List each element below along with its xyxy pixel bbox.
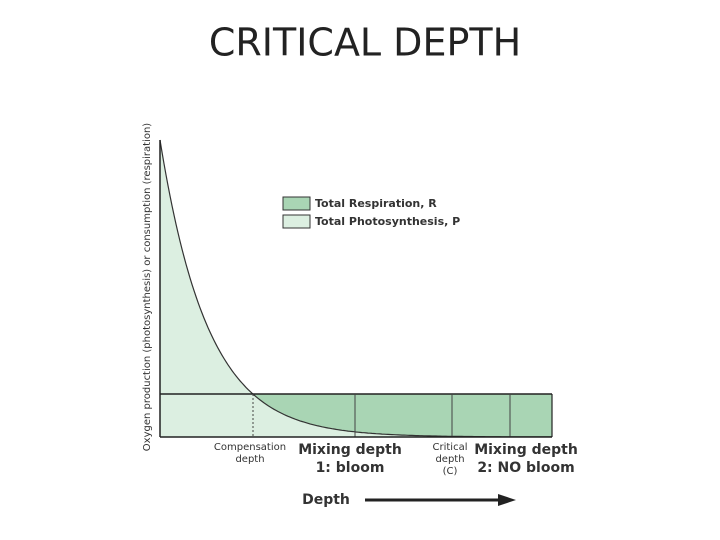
label: Critical bbox=[433, 442, 468, 453]
legend-label: Total Photosynthesis, P bbox=[315, 215, 460, 228]
label: 2: NO bloom bbox=[477, 460, 574, 476]
label: depth bbox=[435, 454, 464, 465]
label: Compensation bbox=[214, 442, 286, 453]
y-axis-label: Oxygen production (photosynthesis) or co… bbox=[142, 123, 153, 452]
label: (C) bbox=[443, 466, 458, 477]
label: Mixing depth bbox=[298, 442, 402, 458]
legend-label: Total Respiration, R bbox=[315, 197, 437, 210]
legend-swatch bbox=[282, 196, 311, 211]
label: depth bbox=[235, 454, 264, 465]
label: Mixing depth bbox=[474, 442, 578, 458]
title: CRITICAL DEPTH bbox=[209, 21, 521, 65]
legend-swatch bbox=[282, 214, 311, 229]
x-axis-label: Depth bbox=[302, 492, 350, 508]
photosynthesis-area bbox=[160, 140, 552, 437]
diagram bbox=[159, 139, 553, 438]
respiration-excess-area bbox=[253, 394, 552, 437]
label: 1: bloom bbox=[316, 460, 385, 476]
depth-arrowhead bbox=[498, 494, 516, 506]
